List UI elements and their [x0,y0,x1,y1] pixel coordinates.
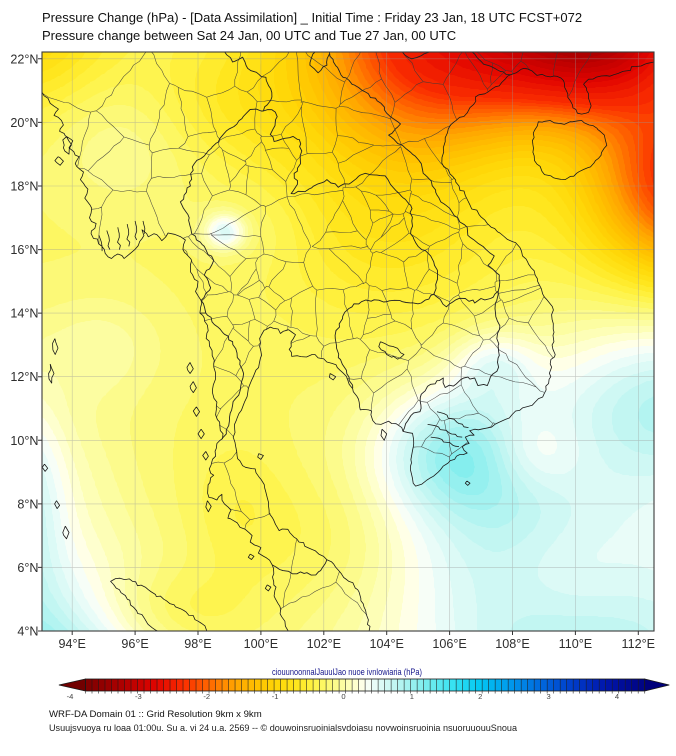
svg-text:10°N: 10°N [10,434,38,448]
svg-text:112°E: 112°E [622,637,656,651]
svg-text:96°E: 96°E [121,637,148,651]
svg-text:18°N: 18°N [10,180,38,194]
svg-text:100°E: 100°E [244,637,278,651]
svg-text:0: 0 [341,692,345,701]
svg-text:94°E: 94°E [58,637,85,651]
svg-text:16°N: 16°N [10,243,38,257]
svg-text:108°E: 108°E [495,637,529,651]
svg-text:106°E: 106°E [432,637,466,651]
svg-text:4°N: 4°N [17,625,38,639]
svg-text:Pressure change between Sat 24: Pressure change between Sat 24 Jan, 00 U… [42,28,456,43]
svg-text:22°N: 22°N [10,52,38,66]
svg-text:8°N: 8°N [17,497,38,511]
svg-text:12°N: 12°N [10,370,38,384]
svg-text:98°E: 98°E [184,637,211,651]
svg-text:-3: -3 [135,692,142,701]
svg-text:110°E: 110°E [559,637,593,651]
svg-text:3: 3 [546,692,550,701]
svg-text:-2: -2 [203,692,210,701]
svg-text:104°E: 104°E [369,637,403,651]
svg-text:4: 4 [615,692,619,701]
svg-text:-4: -4 [67,692,74,701]
svg-text:WRF-DA Domain 01 :: Grid Resol: WRF-DA Domain 01 :: Grid Resolution 9km … [49,709,262,720]
svg-text:2: 2 [478,692,482,701]
svg-text:20°N: 20°N [10,116,38,130]
svg-text:102°E: 102°E [307,637,341,651]
svg-text:Usuujsvuoya ru loaa 01:00u. Su: Usuujsvuoya ru loaa 01:00u. Su a. vi 24 … [49,723,518,734]
svg-text:14°N: 14°N [10,307,38,321]
svg-text:Pressure Change (hPa) - [Data: Pressure Change (hPa) - [Data Assimilati… [42,10,582,25]
svg-text:6°N: 6°N [17,561,38,575]
svg-text:-1: -1 [272,692,279,701]
svg-text:1: 1 [410,692,414,701]
svg-text:ciouunoonnalJauulJao nuoe ivnl: ciouunoonnalJauulJao nuoe ivnlowiaria (h… [272,667,422,677]
